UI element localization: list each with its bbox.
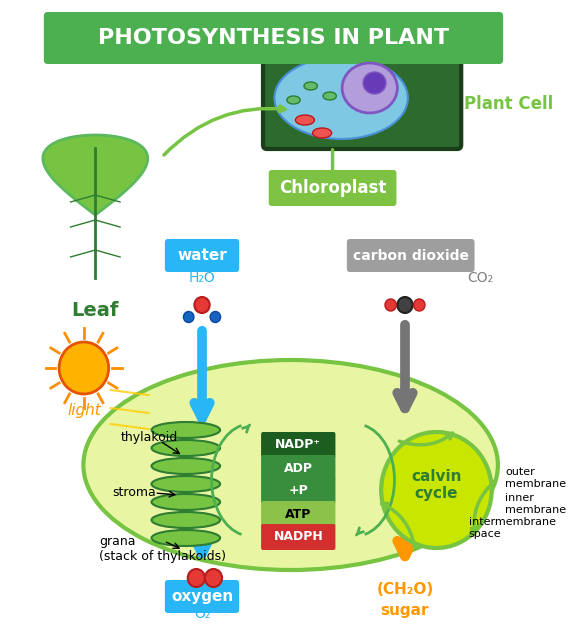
Circle shape bbox=[397, 297, 413, 313]
FancyBboxPatch shape bbox=[347, 239, 475, 272]
Text: ATP: ATP bbox=[285, 508, 312, 520]
Circle shape bbox=[188, 569, 205, 587]
Ellipse shape bbox=[274, 57, 408, 139]
Text: oxygen: oxygen bbox=[171, 590, 233, 605]
FancyBboxPatch shape bbox=[261, 455, 335, 481]
Ellipse shape bbox=[287, 96, 300, 104]
Text: H₂O: H₂O bbox=[189, 271, 215, 285]
Circle shape bbox=[205, 569, 222, 587]
Ellipse shape bbox=[313, 128, 332, 138]
Ellipse shape bbox=[296, 115, 315, 125]
Circle shape bbox=[184, 312, 194, 322]
Text: O₂: O₂ bbox=[194, 607, 210, 621]
FancyBboxPatch shape bbox=[261, 501, 335, 527]
Text: water: water bbox=[177, 249, 227, 264]
FancyBboxPatch shape bbox=[165, 580, 239, 613]
Ellipse shape bbox=[152, 530, 220, 546]
Circle shape bbox=[195, 297, 210, 313]
Text: CO₂: CO₂ bbox=[467, 271, 493, 285]
Text: light: light bbox=[67, 403, 100, 418]
FancyBboxPatch shape bbox=[261, 432, 335, 458]
Polygon shape bbox=[43, 135, 148, 215]
Text: (CH₂O): (CH₂O) bbox=[377, 583, 433, 597]
Text: Chloroplast: Chloroplast bbox=[279, 179, 386, 197]
Text: sugar: sugar bbox=[381, 602, 429, 617]
Ellipse shape bbox=[342, 63, 397, 113]
Ellipse shape bbox=[304, 82, 317, 90]
Text: carbon dioxide: carbon dioxide bbox=[352, 249, 469, 263]
Circle shape bbox=[210, 312, 220, 322]
Text: Plant Cell: Plant Cell bbox=[464, 95, 553, 113]
FancyBboxPatch shape bbox=[263, 23, 461, 149]
FancyBboxPatch shape bbox=[261, 478, 335, 504]
Circle shape bbox=[413, 299, 425, 311]
Text: grana
(stack of thylakoids): grana (stack of thylakoids) bbox=[99, 535, 226, 563]
FancyBboxPatch shape bbox=[269, 170, 397, 206]
FancyBboxPatch shape bbox=[261, 524, 335, 550]
Ellipse shape bbox=[152, 476, 220, 492]
Circle shape bbox=[385, 299, 397, 311]
Text: Leaf: Leaf bbox=[72, 300, 119, 319]
Ellipse shape bbox=[323, 92, 336, 100]
Circle shape bbox=[59, 342, 108, 394]
Ellipse shape bbox=[152, 494, 220, 510]
Text: thylakoid: thylakoid bbox=[121, 431, 179, 444]
Ellipse shape bbox=[83, 360, 498, 570]
Text: inner
membrane: inner membrane bbox=[505, 493, 566, 515]
Text: ADP: ADP bbox=[284, 461, 313, 475]
Text: NADP⁺: NADP⁺ bbox=[276, 438, 321, 451]
Ellipse shape bbox=[363, 72, 386, 94]
Ellipse shape bbox=[152, 440, 220, 456]
FancyBboxPatch shape bbox=[165, 239, 239, 272]
Text: +P: +P bbox=[288, 485, 308, 498]
Text: calvin
cycle: calvin cycle bbox=[411, 469, 461, 501]
Text: outer
membrane: outer membrane bbox=[505, 467, 566, 489]
Text: stroma: stroma bbox=[113, 486, 156, 498]
Ellipse shape bbox=[152, 512, 220, 528]
Ellipse shape bbox=[152, 422, 220, 438]
Ellipse shape bbox=[152, 458, 220, 474]
Circle shape bbox=[381, 432, 492, 548]
Text: intermembrane
space: intermembrane space bbox=[469, 517, 556, 539]
Text: NADPH: NADPH bbox=[273, 530, 323, 543]
FancyBboxPatch shape bbox=[44, 12, 503, 64]
Text: PHOTOSYNTHESIS IN PLANT: PHOTOSYNTHESIS IN PLANT bbox=[98, 28, 449, 48]
